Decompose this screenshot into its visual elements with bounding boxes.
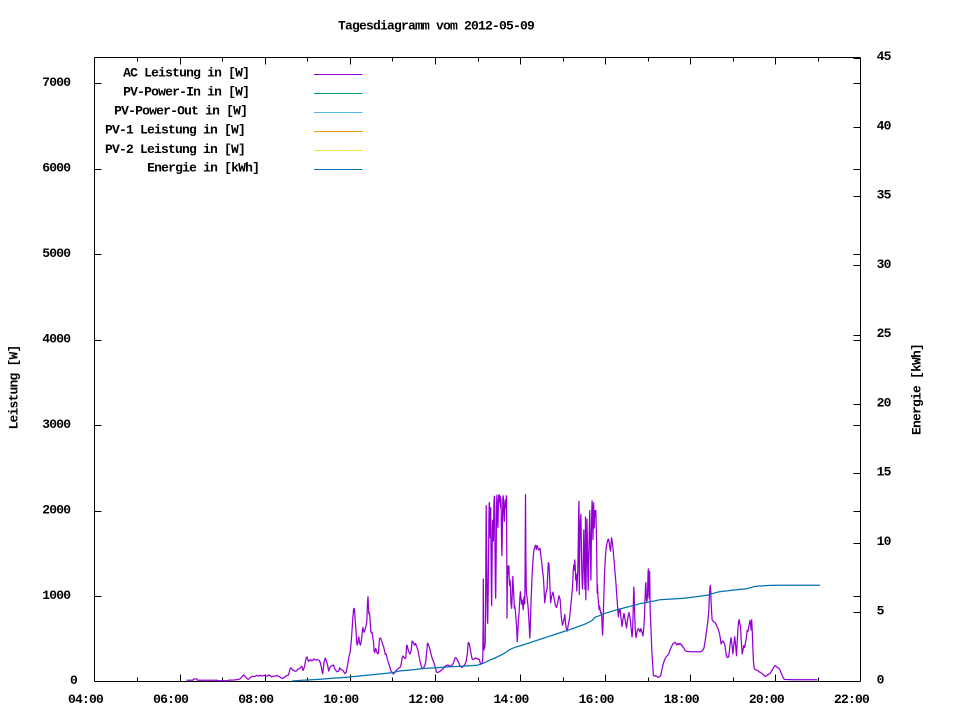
svg-text:3000: 3000: [42, 417, 71, 432]
svg-text:2000: 2000: [42, 502, 71, 517]
svg-text:15: 15: [877, 465, 892, 480]
svg-text:20: 20: [877, 396, 892, 411]
svg-text:1000: 1000: [42, 588, 71, 603]
svg-text:7000: 7000: [42, 75, 71, 90]
svg-text:35: 35: [877, 188, 892, 203]
svg-text:5000: 5000: [42, 246, 71, 261]
svg-text:Energie in [kWh]: Energie in [kWh]: [147, 161, 259, 176]
svg-text:Energie [kWh]: Energie [kWh]: [910, 344, 925, 435]
svg-text:45: 45: [877, 49, 892, 64]
svg-text:PV-1 Leistung in [W]: PV-1 Leistung in [W]: [105, 123, 245, 138]
svg-text:Tagesdiagramm vom 2012-05-09: Tagesdiagramm vom 2012-05-09: [338, 19, 535, 34]
svg-text:AC Leistung in [W]: AC Leistung in [W]: [123, 66, 249, 81]
svg-text:PV-Power-Out in [W]: PV-Power-Out in [W]: [114, 104, 247, 119]
svg-text:16:00: 16:00: [579, 692, 615, 707]
svg-text:18:00: 18:00: [664, 692, 700, 707]
svg-text:0: 0: [877, 673, 885, 688]
svg-text:10: 10: [877, 534, 892, 549]
svg-text:22:00: 22:00: [834, 692, 870, 707]
svg-text:30: 30: [877, 257, 892, 272]
svg-text:08:00: 08:00: [238, 692, 274, 707]
svg-text:12:00: 12:00: [408, 692, 444, 707]
svg-text:20:00: 20:00: [749, 692, 785, 707]
svg-text:PV-Power-In in [W]: PV-Power-In in [W]: [123, 84, 249, 99]
svg-text:4000: 4000: [42, 332, 71, 347]
svg-text:6000: 6000: [42, 161, 71, 176]
svg-text:04:00: 04:00: [68, 692, 104, 707]
svg-text:14:00: 14:00: [494, 692, 530, 707]
svg-text:25: 25: [877, 326, 892, 341]
svg-text:40: 40: [877, 118, 892, 133]
svg-text:Leistung [W]: Leistung [W]: [7, 345, 22, 429]
svg-text:10:00: 10:00: [323, 692, 359, 707]
svg-text:5: 5: [877, 603, 885, 618]
svg-text:PV-2 Leistung in [W]: PV-2 Leistung in [W]: [105, 142, 245, 157]
svg-text:0: 0: [70, 673, 78, 688]
svg-text:06:00: 06:00: [153, 692, 189, 707]
